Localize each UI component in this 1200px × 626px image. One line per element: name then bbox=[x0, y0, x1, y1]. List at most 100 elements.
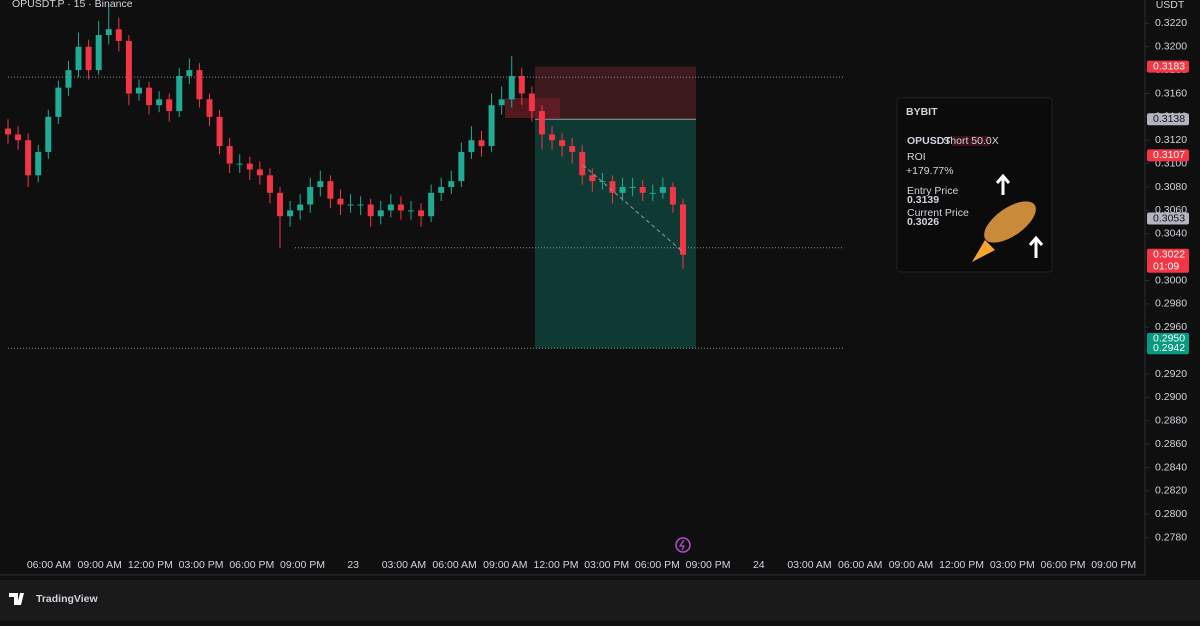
y-tick-label: 0.2900 bbox=[1155, 391, 1187, 403]
candle-body bbox=[367, 204, 374, 217]
card-side: Short 50.0X bbox=[943, 135, 998, 147]
arrow-icon bbox=[995, 173, 1011, 195]
price-badge bbox=[1147, 332, 1189, 345]
candle-body bbox=[125, 40, 132, 94]
x-tick-label: 06:00 PM bbox=[1041, 559, 1086, 571]
candle-body bbox=[176, 75, 183, 112]
candle-body bbox=[649, 192, 656, 194]
price-badge bbox=[1147, 342, 1189, 355]
candle-body bbox=[659, 186, 666, 193]
y-tick-label: 0.3000 bbox=[1155, 274, 1187, 286]
x-tick-label: 06:00 AM bbox=[27, 559, 71, 571]
y-tick-label: 0.2800 bbox=[1155, 508, 1187, 520]
candle-body bbox=[387, 204, 394, 211]
card-brand: BYBIT bbox=[906, 106, 938, 118]
candle-body bbox=[538, 111, 545, 135]
price-badge-label: 0.3138 bbox=[1153, 113, 1185, 125]
x-tick-label: 12:00 PM bbox=[939, 559, 984, 571]
y-tick-label: 0.3040 bbox=[1155, 228, 1187, 240]
candle-body bbox=[448, 181, 455, 187]
card-roi: +179.77% bbox=[906, 165, 954, 177]
candle-body bbox=[458, 151, 465, 182]
card-entry-label: Entry Price bbox=[907, 185, 959, 197]
candle-body bbox=[35, 151, 42, 176]
x-tick-label: 24 bbox=[753, 559, 765, 571]
candle-body bbox=[337, 198, 344, 205]
candle-body bbox=[5, 128, 11, 135]
candle-body bbox=[418, 210, 425, 217]
price-badge-label: 0.2950 bbox=[1153, 333, 1185, 345]
price-badge-label: 0.3183 bbox=[1153, 60, 1185, 72]
candle-body bbox=[95, 35, 102, 71]
candle-body bbox=[206, 99, 213, 117]
rocket bbox=[984, 201, 1036, 243]
y-tick-label: 0.3080 bbox=[1155, 181, 1187, 193]
candle-body bbox=[397, 204, 404, 211]
candle-body bbox=[297, 204, 304, 211]
currency-box bbox=[1148, 0, 1194, 12]
candle-body bbox=[508, 75, 515, 100]
candle-body bbox=[65, 70, 72, 88]
chart-title: OPUSDT.P · 15 · Binance bbox=[12, 0, 133, 10]
x-tick-label: 23 bbox=[347, 559, 359, 571]
price-badge-label: 0.3053 bbox=[1153, 212, 1185, 224]
event-icon[interactable] bbox=[675, 537, 691, 553]
candle-body bbox=[287, 210, 294, 217]
candle-body bbox=[266, 175, 273, 193]
y-tick-label: 0.2980 bbox=[1155, 298, 1187, 310]
x-tick-label: 09:00 AM bbox=[78, 559, 122, 571]
candle-body bbox=[277, 192, 284, 217]
price-badge bbox=[1147, 149, 1189, 162]
candle-body bbox=[498, 99, 505, 106]
candle-body bbox=[246, 163, 253, 170]
candle-body bbox=[327, 181, 334, 199]
candle-body bbox=[438, 186, 445, 193]
candle-body bbox=[488, 105, 495, 147]
trend-line bbox=[582, 164, 684, 253]
x-tick-label: 09:00 PM bbox=[686, 559, 731, 571]
candle-body bbox=[549, 134, 556, 141]
candle-body bbox=[196, 70, 203, 100]
x-tick-label: 03:00 AM bbox=[382, 559, 426, 571]
price-badge bbox=[1147, 212, 1189, 225]
candle-body bbox=[256, 169, 263, 176]
y-tick-label: 0.3200 bbox=[1155, 41, 1187, 53]
card-symbol: OPUSDT bbox=[907, 135, 951, 147]
candle-body bbox=[377, 210, 384, 217]
candle-body bbox=[317, 181, 324, 187]
x-tick-label: 12:00 PM bbox=[128, 559, 173, 571]
candle-body bbox=[428, 192, 435, 217]
candle-body bbox=[347, 204, 354, 206]
rocket-flame bbox=[972, 240, 995, 262]
stop-zone bbox=[535, 66, 696, 120]
price-badge-label: 0.3107 bbox=[1153, 149, 1185, 161]
y-tick-label: 0.2960 bbox=[1155, 321, 1187, 333]
candle-body bbox=[226, 146, 233, 164]
candle-body bbox=[186, 70, 193, 76]
candle-body bbox=[236, 163, 243, 165]
candle-body bbox=[528, 93, 535, 112]
footer-bar bbox=[0, 580, 1200, 621]
candle-body bbox=[166, 99, 173, 112]
x-tick-label: 12:00 PM bbox=[534, 559, 579, 571]
candle-body bbox=[407, 210, 414, 212]
candle-body bbox=[307, 186, 314, 205]
y-tick-label: 0.2840 bbox=[1155, 461, 1187, 473]
share-card: BYBIT OPUSDT Short 50.0X ROI +179.77% En… bbox=[896, 97, 1053, 273]
y-tick-label: 0.2860 bbox=[1155, 438, 1187, 450]
x-tick-label: 09:00 AM bbox=[483, 559, 527, 571]
candle-body bbox=[135, 87, 142, 94]
currency-label: USDT bbox=[1156, 0, 1185, 11]
x-tick-label: 03:00 PM bbox=[584, 559, 629, 571]
y-tick-label: 0.3220 bbox=[1155, 17, 1187, 29]
candle-body bbox=[216, 116, 223, 147]
card-side-bg bbox=[952, 136, 990, 146]
candle-body bbox=[146, 87, 153, 106]
event-icon-bolt bbox=[678, 539, 686, 551]
candle-body bbox=[156, 99, 163, 106]
candle-body bbox=[619, 186, 626, 193]
x-tick-label: 09:00 PM bbox=[1091, 559, 1136, 571]
card-roi-label: ROI bbox=[907, 151, 926, 163]
